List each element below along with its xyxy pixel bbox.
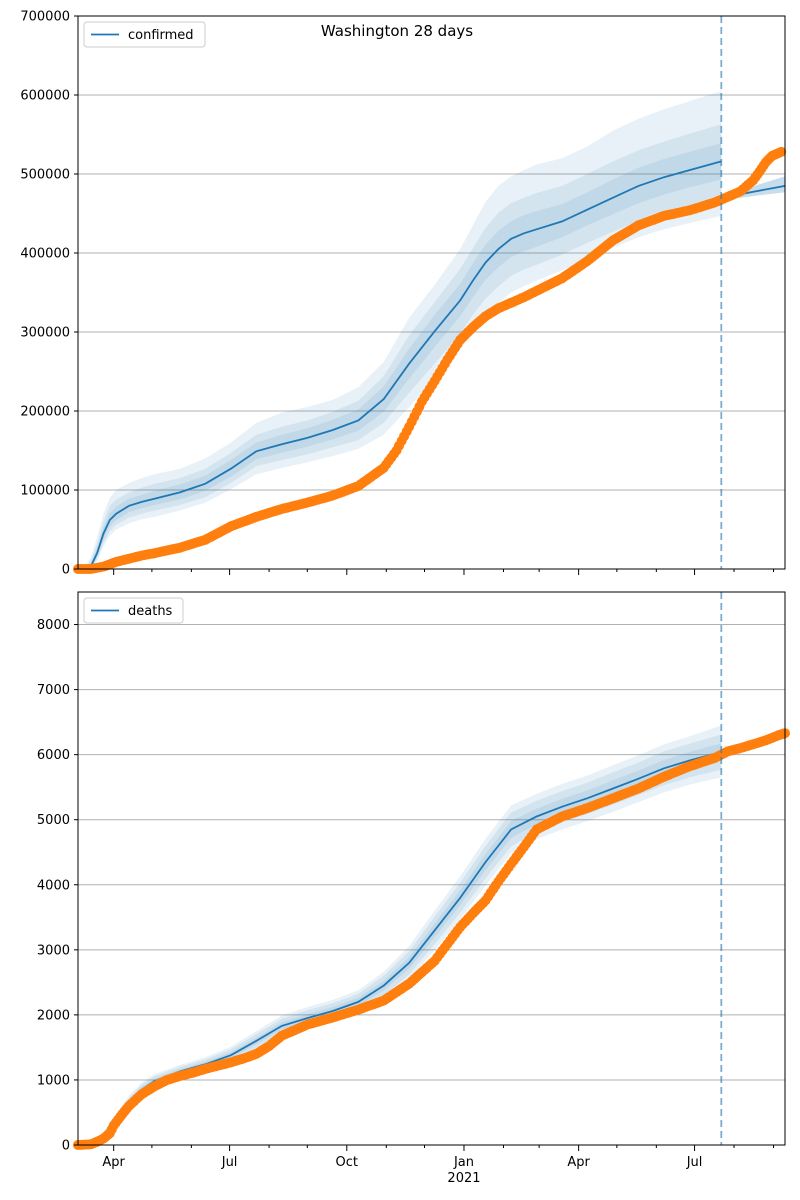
deaths-y-tick-label: 2000 (37, 1008, 70, 1023)
confirmed-gridlines (78, 15, 785, 570)
deaths-x-ticks: Apr Jul Oct Jan Apr Jul (102, 1145, 775, 1170)
confirmed-axes-frame (77, 15, 786, 570)
legend-box (83, 597, 184, 624)
confirmed-legend: confirmed (83, 21, 206, 48)
legend-box (83, 21, 206, 48)
confirmed-y-tick-label: 400000 (20, 247, 70, 262)
confirmed-band-1 (78, 124, 722, 569)
deaths-y-tick-label: 8000 (37, 618, 70, 633)
confirmed-confidence-bands (78, 91, 722, 569)
deaths-y-tick-label: 3000 (37, 943, 70, 958)
deaths-y-tick-label: 4000 (37, 878, 70, 893)
x-axis-year-label: 2021 (447, 1171, 480, 1186)
deaths-y-tick-label: 7000 (37, 683, 70, 698)
confirmed-model-line (78, 160, 722, 570)
x-tick-label: Oct (336, 1155, 358, 1170)
confirmed-y-tick-label: 600000 (20, 89, 70, 104)
confirmed-panel: 0 100000 200000 300000 400000 500000 600000 700… (20, 10, 787, 578)
confirmed-x-ticks (113, 569, 775, 575)
x-tick-label: Apr (567, 1155, 590, 1170)
x-tick-label: Jul (221, 1155, 238, 1170)
deaths-band-1 (103, 734, 722, 1138)
deaths-panel: 0 1000 2000 3000 4000 5000 6000 7000 8000 Apr Jul… (37, 591, 790, 1170)
confirmed-y-tick-label: 0 (62, 563, 70, 578)
x-tick-label: Jan (453, 1155, 474, 1170)
deaths-y-tick-label: 6000 (37, 748, 70, 763)
deaths-band-2 (103, 743, 722, 1137)
deaths-y-tick-label: 0 (62, 1139, 70, 1154)
legend-label-deaths: deaths (128, 604, 173, 619)
x-tick-label: Apr (102, 1155, 125, 1170)
confirmed-y-tick-label: 500000 (20, 168, 70, 183)
confirmed-y-tick-label: 100000 (20, 484, 70, 499)
deaths-axes-frame (77, 591, 786, 1146)
confirmed-band-0 (78, 91, 722, 569)
legend-label-confirmed: confirmed (128, 28, 194, 43)
x-tick-label: Jul (686, 1155, 703, 1170)
confirmed-y-tick-label: 300000 (20, 326, 70, 341)
deaths-confidence-bands (103, 725, 722, 1139)
confirmed-y-tick-label: 200000 (20, 405, 70, 420)
confirmed-observed-point (776, 146, 787, 157)
deaths-y-ticks: 0 1000 2000 3000 4000 5000 6000 7000 8000 (37, 618, 78, 1154)
confirmed-y-tick-label: 700000 (20, 10, 70, 25)
deaths-y-tick-label: 1000 (37, 1073, 70, 1088)
deaths-legend: deaths (83, 597, 184, 624)
deaths-gridlines (78, 624, 785, 1146)
deaths-y-tick-label: 5000 (37, 813, 70, 828)
deaths-band-0 (103, 725, 722, 1139)
chart-title: Washington 28 days (321, 22, 473, 40)
confirmed-y-ticks: 0 100000 200000 300000 400000 500000 600000 700… (20, 10, 78, 578)
deaths-observed-points (73, 728, 790, 1150)
confirmed-observed-points (73, 146, 787, 574)
